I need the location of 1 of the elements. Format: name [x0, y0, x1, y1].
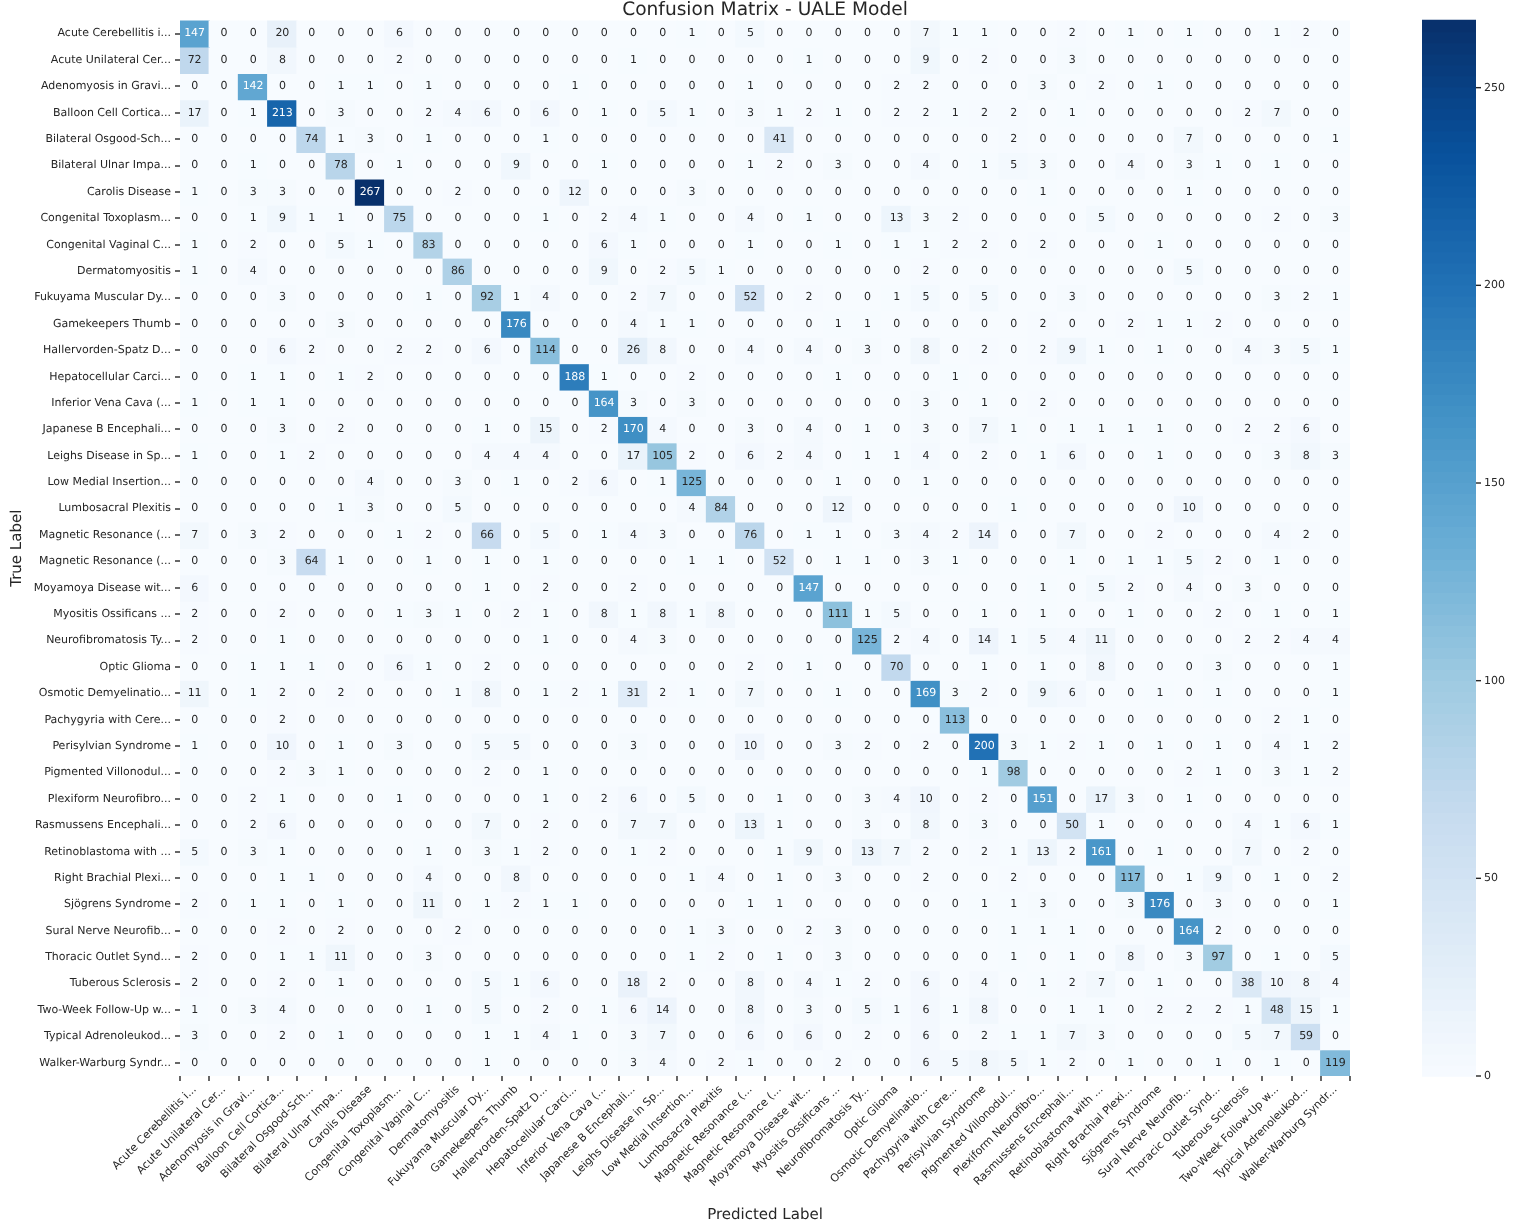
chart-title: Confusion Matrix - UALE Model: [622, 0, 908, 22]
